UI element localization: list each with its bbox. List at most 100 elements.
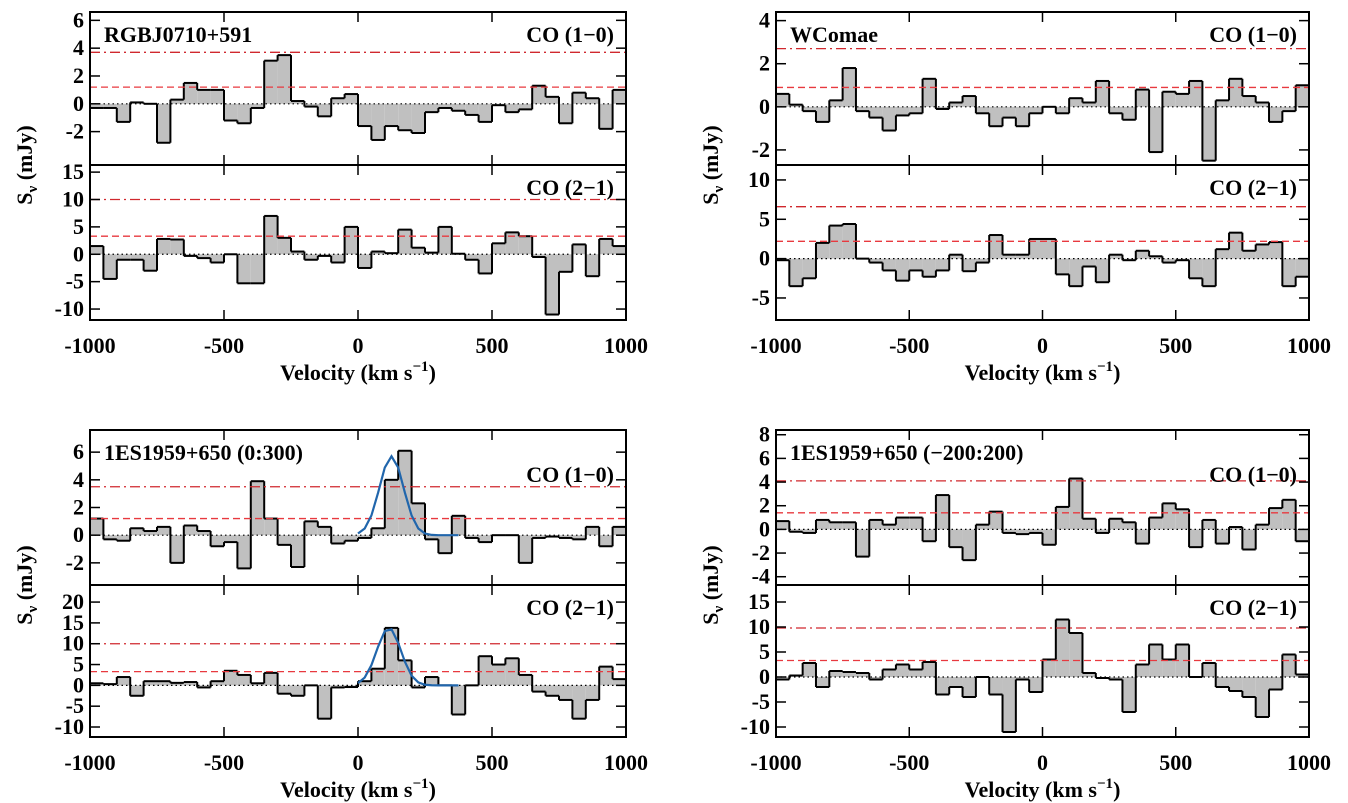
bar xyxy=(1295,529,1309,542)
y-tick-label: 2 xyxy=(73,495,84,520)
bar xyxy=(989,235,1003,259)
x-tick-label: 1000 xyxy=(604,333,648,358)
bar xyxy=(210,89,224,104)
bar xyxy=(425,535,439,540)
bar xyxy=(143,531,157,536)
bar xyxy=(855,106,870,112)
bar xyxy=(1109,106,1123,114)
bar xyxy=(1282,258,1296,287)
line-label: CO (2−1) xyxy=(1209,595,1297,620)
bar xyxy=(1229,78,1243,107)
x-axis-label-part: Velocity (km s xyxy=(965,777,1098,802)
y-axis-label-part: S xyxy=(698,192,723,204)
bar xyxy=(130,528,144,536)
bar xyxy=(559,254,573,272)
x-tick-label: 500 xyxy=(476,333,509,358)
bar xyxy=(922,529,936,542)
panel: -5 0 5 10 -1000 -500 0 500 1000 CO (2−1) Velocity … xyxy=(748,164,1331,385)
bar xyxy=(1082,673,1096,677)
bar xyxy=(612,679,626,686)
plot-area xyxy=(776,47,1309,162)
bar xyxy=(975,258,990,263)
y-tick-label: 15 xyxy=(62,159,84,184)
bar xyxy=(1282,654,1296,677)
bar xyxy=(492,664,506,686)
bar xyxy=(1269,677,1283,690)
bar xyxy=(331,254,345,263)
bar xyxy=(532,254,546,258)
line-label: CO (2−1) xyxy=(1209,175,1297,200)
bar xyxy=(103,535,117,540)
bar xyxy=(438,103,452,108)
bar xyxy=(425,103,439,113)
bar xyxy=(291,535,305,568)
x-axis-label-part: Velocity (km s xyxy=(965,360,1098,385)
x-tick-label: 0 xyxy=(353,333,364,358)
bar xyxy=(1015,106,1030,127)
bar xyxy=(585,526,600,536)
bar xyxy=(895,517,910,530)
line-label: CO (1−0) xyxy=(1209,462,1297,487)
bar xyxy=(802,106,816,112)
y-tick-label: 5 xyxy=(759,639,770,664)
bar xyxy=(1255,524,1270,530)
bar xyxy=(411,503,425,536)
bar xyxy=(478,535,492,543)
y-axis-label: Sν (mJy) xyxy=(12,545,41,624)
bar xyxy=(949,102,963,107)
bar xyxy=(90,518,104,536)
y-tick-label: -4 xyxy=(752,564,770,589)
bar xyxy=(518,236,533,255)
y-axis-label-part: (mJy) xyxy=(12,545,37,605)
y-tick-label: -2 xyxy=(752,540,770,565)
bar xyxy=(776,677,790,680)
bar xyxy=(1082,518,1096,530)
bar xyxy=(1029,677,1043,692)
bar xyxy=(1055,106,1070,114)
bar xyxy=(532,85,546,104)
x-tick-label: 500 xyxy=(476,750,509,775)
bar xyxy=(157,238,171,255)
bar xyxy=(197,685,211,688)
bar xyxy=(331,98,345,104)
y-tick-label: 6 xyxy=(73,439,84,464)
bar xyxy=(922,78,936,107)
bar xyxy=(1042,529,1056,545)
bar xyxy=(815,519,830,530)
bar xyxy=(882,524,896,530)
panel: -2 0 2 4 6 RGBJ0710+591 CO (1−0) Sν (mJy) xyxy=(12,7,627,205)
bar xyxy=(317,526,332,536)
bar xyxy=(842,522,856,530)
y-tick-label: 4 xyxy=(759,8,770,33)
bar xyxy=(197,531,211,536)
bar xyxy=(1269,508,1283,530)
plot-area xyxy=(90,51,626,144)
bar xyxy=(411,685,425,688)
bar xyxy=(922,258,936,277)
x-tick-label: -1000 xyxy=(750,333,801,358)
y-tick-label: 6 xyxy=(759,445,770,470)
bar xyxy=(532,685,546,692)
bar xyxy=(815,242,830,259)
bar xyxy=(358,535,372,538)
bar xyxy=(1029,529,1043,533)
bar xyxy=(1282,106,1296,112)
bar xyxy=(451,103,466,111)
bar xyxy=(317,103,332,117)
bar xyxy=(1242,529,1256,550)
x-axis-label-part: −1 xyxy=(1097,359,1113,375)
bar xyxy=(1135,529,1150,544)
gaussian-fit xyxy=(357,454,459,537)
panel: -2 02 4 6 1ES1959+650 (0:300) CO (1−0) Sν (mJy… xyxy=(12,429,627,625)
y-tick-label: 4 xyxy=(73,467,84,492)
bar xyxy=(237,254,251,284)
bar xyxy=(829,100,843,107)
bar xyxy=(599,238,613,255)
y-tick-label: 6 xyxy=(73,7,84,32)
bar xyxy=(1122,106,1136,120)
bar xyxy=(1229,232,1243,259)
bar xyxy=(478,103,492,122)
bar xyxy=(1162,91,1176,107)
bar xyxy=(572,685,586,719)
